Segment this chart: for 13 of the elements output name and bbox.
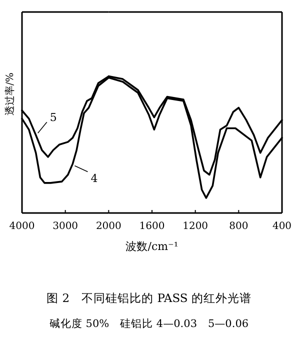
y-axis-title: 透过率/%	[4, 72, 16, 116]
x-tick-label: 3000	[52, 221, 78, 232]
x-axis-title: 波数/cm⁻¹	[126, 240, 178, 253]
text: 碱化度 50% 硅铝比 4—0.03 5—0.06	[49, 317, 249, 330]
text: 图 2 不同硅铝比的 PASS 的红外光谱	[46, 291, 252, 305]
series-label: 5	[50, 111, 57, 124]
legend-label: 4	[90, 172, 98, 185]
x-tick-label: 1200	[182, 221, 208, 232]
x-tick-label: 2000	[96, 221, 122, 232]
x-tick-label: 800	[229, 221, 248, 232]
x-tick-label: 400	[272, 221, 292, 232]
x-tick-label: 4000	[9, 221, 35, 232]
x-tick-label: 1600	[139, 221, 165, 232]
